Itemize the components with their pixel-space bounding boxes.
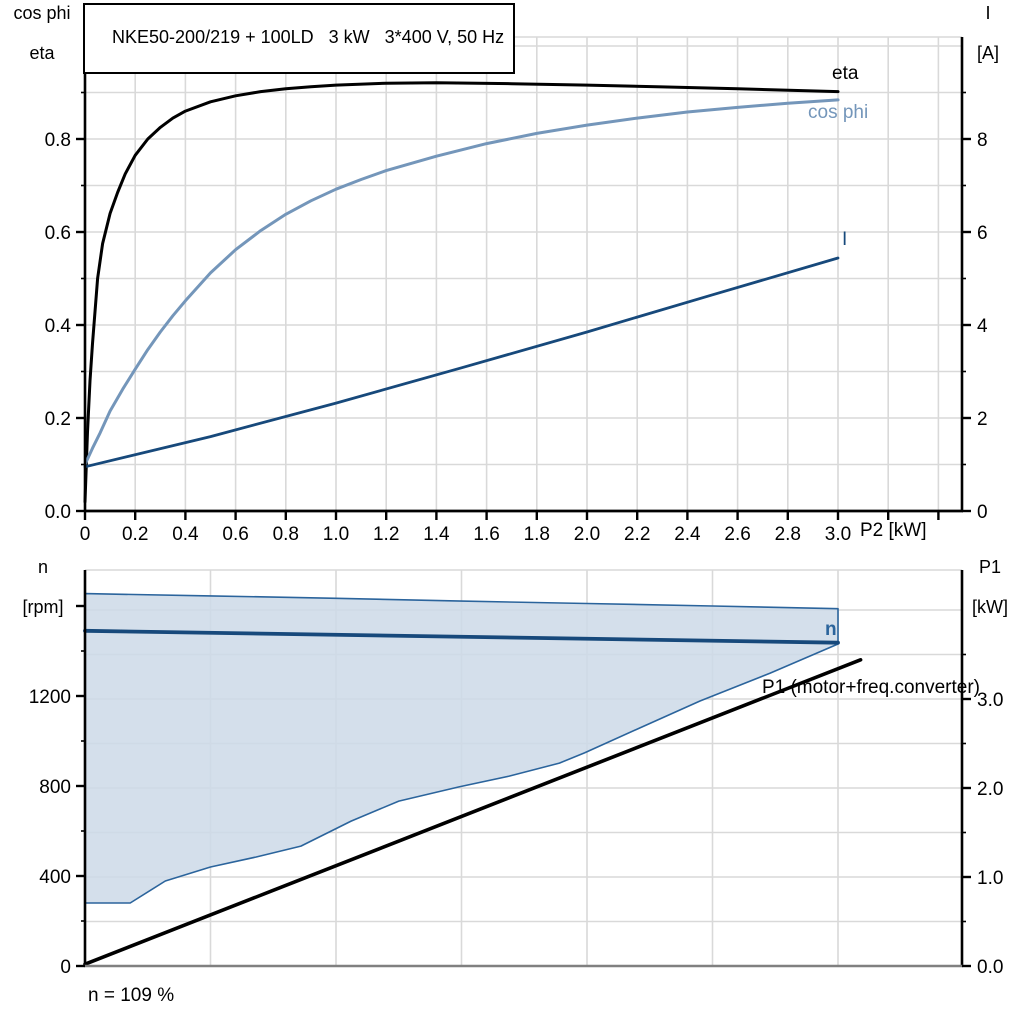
x-tick-label: 0.2 — [122, 524, 148, 545]
y-tick-label-right: 6 — [977, 223, 988, 244]
y-tick-label-right: 4 — [977, 316, 988, 337]
x-tick-label: 1.4 — [423, 524, 450, 545]
speed-axis-title: n — [37, 557, 48, 577]
y-tick-label-right: 8 — [977, 130, 988, 151]
curve-n — [83, 628, 840, 645]
current-curve-label: I — [842, 229, 848, 250]
x-tick-label: 2.0 — [574, 524, 600, 545]
bottom-right-axis-title: P1 [kW] — [958, 557, 1022, 617]
y-tick-label-left: 400 — [39, 867, 71, 888]
curve-p1-motor-freq-converter- — [83, 658, 863, 966]
y-tick-label-right: 1.0 — [977, 868, 1003, 889]
y-tick-label-left: 0 — [60, 957, 71, 978]
curve-i — [83, 256, 840, 469]
x-tick-label: 0 — [80, 524, 91, 545]
eta-curve-label: eta — [832, 63, 859, 84]
x-axis-title: P2 [kW] — [860, 520, 927, 541]
x-tick-label: 1.6 — [473, 524, 499, 545]
y-tick-label-right: 2.0 — [977, 779, 1003, 800]
curve-eta — [83, 81, 840, 504]
x-tick-label: 2.6 — [724, 524, 750, 545]
chart-title: NKE50-200/219 + 100LD 3 kW 3*400 V, 50 H… — [112, 27, 505, 47]
eta-axis-title: eta — [29, 43, 55, 63]
cos-phi-curve-label: cos phi — [808, 102, 869, 123]
x-tick-label: 2.8 — [775, 524, 801, 545]
x-tick-label: 1.0 — [323, 524, 349, 545]
x-tick-label: 0.6 — [222, 524, 248, 545]
y-tick-label-left: 0.2 — [45, 409, 71, 430]
p1-axis-unit: [kW] — [972, 597, 1008, 617]
current-axis-title: I — [985, 3, 991, 23]
speed-curve-label: n — [825, 619, 837, 640]
p1-axis-title: P1 — [978, 557, 1002, 577]
x-tick-label: 1.8 — [524, 524, 550, 545]
speed-range-band — [84, 592, 839, 904]
speed-axis-unit: [rpm] — [22, 597, 64, 617]
y-tick-label-left: 0.8 — [45, 130, 71, 151]
y-tick-label-right: 0.0 — [977, 957, 1003, 978]
bottom-left-axis-title: n [rpm] — [6, 557, 80, 617]
y-tick-label-left: 0.0 — [45, 502, 71, 523]
speed-percentage-note: n = 109 % — [88, 985, 175, 1006]
cos-phi-axis-title: cos phi — [13, 3, 71, 23]
x-tick-label: 1.2 — [373, 524, 399, 545]
chart-title-box: NKE50-200/219 + 100LD 3 kW 3*400 V, 50 H… — [83, 3, 516, 74]
y-tick-label-left: 0.4 — [45, 316, 72, 337]
y-tick-label-right: 3.0 — [977, 690, 1003, 711]
y-tick-label-right: 0 — [977, 502, 988, 523]
curve-cos-phi — [83, 98, 840, 466]
x-tick-label: 0.4 — [172, 524, 199, 545]
x-tick-label: 3.0 — [825, 524, 851, 545]
top-right-axis-title: I [A] — [956, 3, 1020, 63]
y-tick-label-left: 0.6 — [45, 223, 71, 244]
y-tick-label-left: 800 — [39, 777, 71, 798]
x-tick-label: 2.2 — [624, 524, 650, 545]
current-axis-unit: [A] — [976, 43, 999, 63]
p1-curve-label: P1 (motor+freq.converter) — [761, 677, 980, 698]
y-tick-label-right: 2 — [977, 409, 988, 430]
x-tick-label: 2.4 — [674, 524, 701, 545]
top-left-axis-title: cos phi eta — [2, 3, 82, 63]
y-tick-label-left: 1200 — [29, 687, 71, 708]
x-tick-label: 0.8 — [273, 524, 299, 545]
